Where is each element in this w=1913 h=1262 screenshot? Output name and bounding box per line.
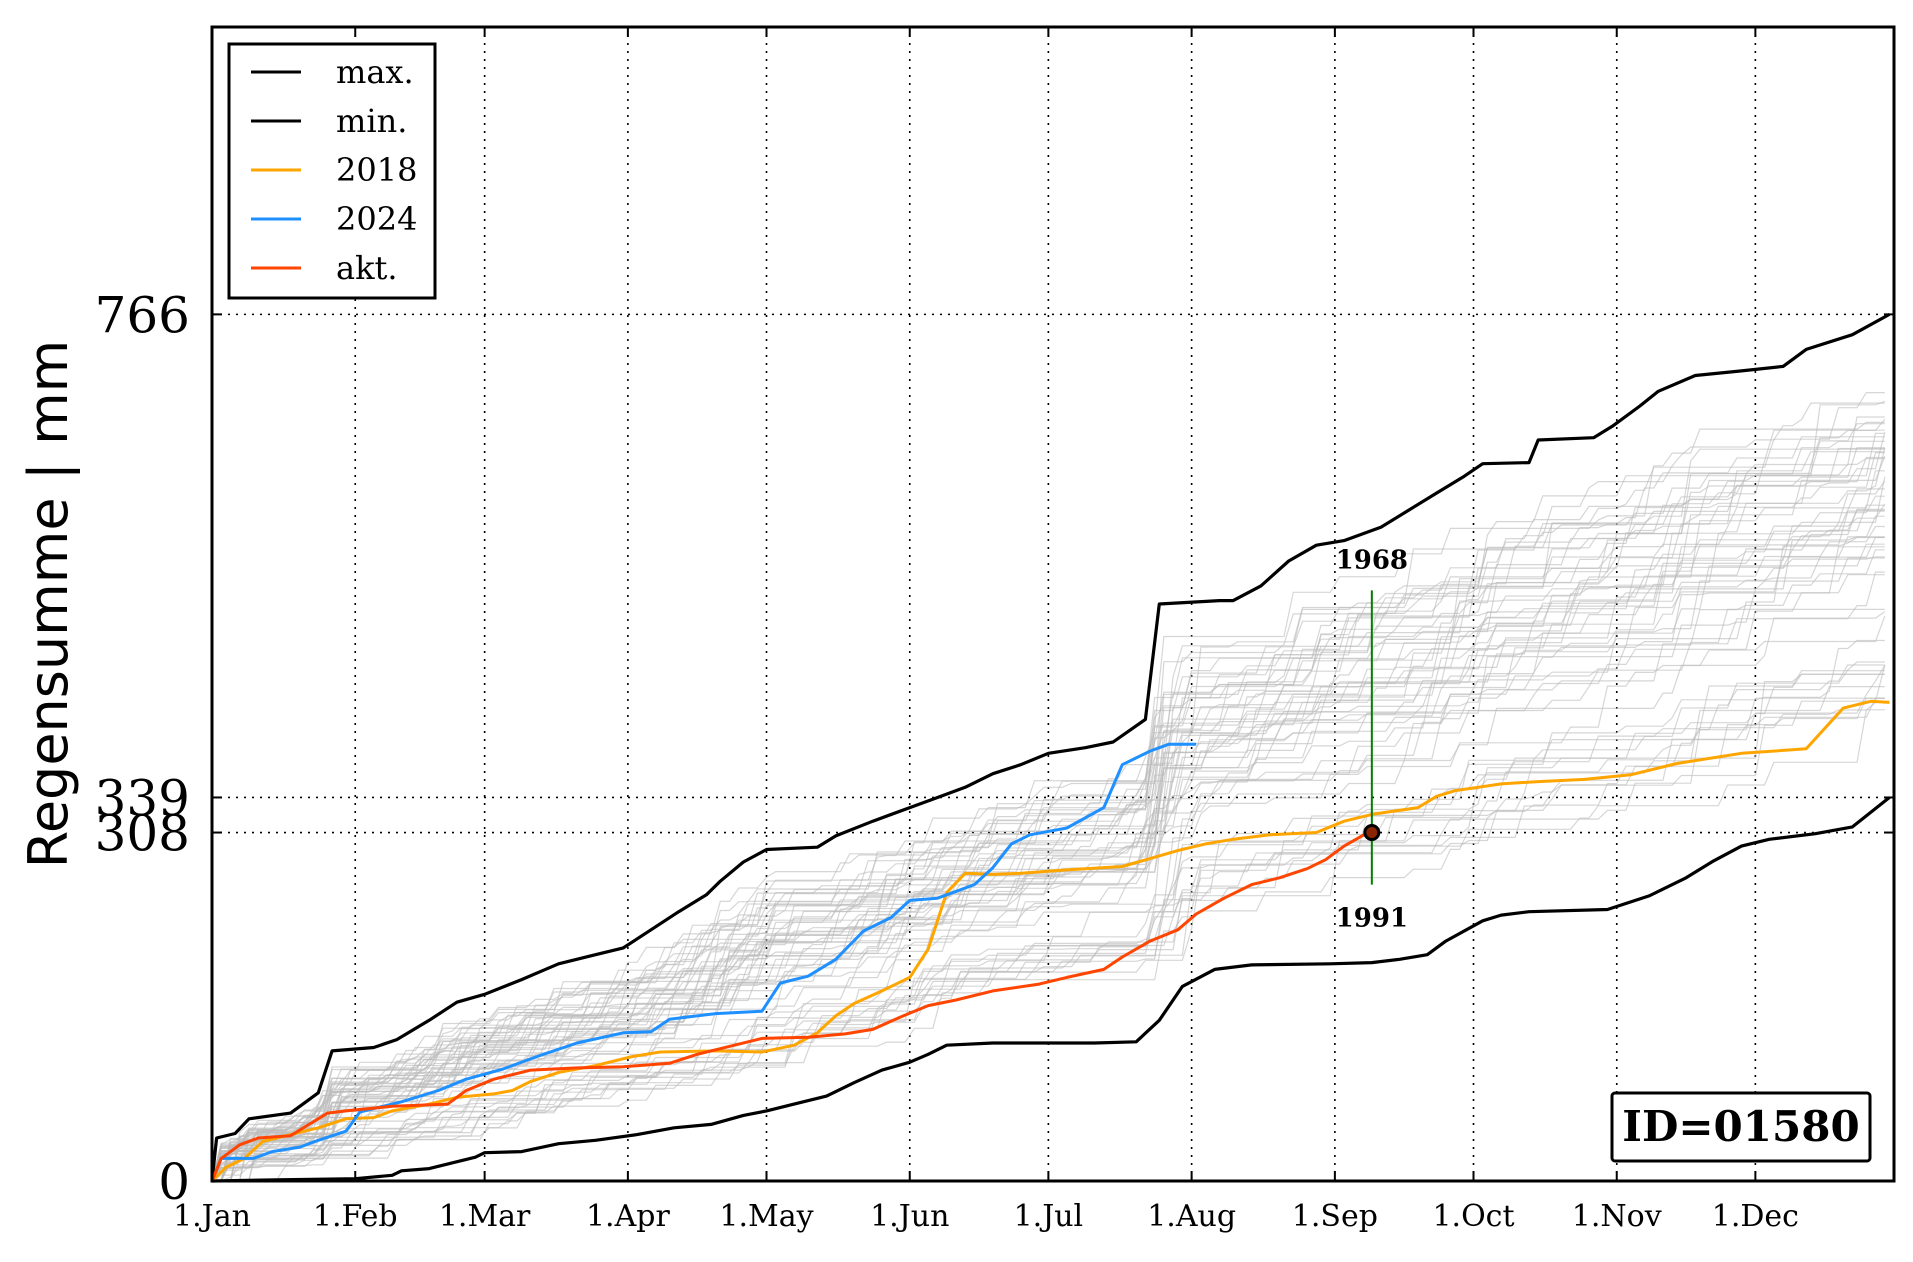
series-line-min — [211, 796, 1891, 1183]
historical-year-line — [211, 709, 1885, 1182]
x-tick-label: 1.Sep — [1292, 1199, 1378, 1234]
historical-year-line — [211, 685, 1885, 1182]
legend-label: max. — [336, 53, 414, 91]
legend: max. min. 2018 2024 akt. — [227, 42, 437, 300]
x-tick-label: 1.Jan — [173, 1199, 251, 1234]
historical-year-line — [211, 488, 1885, 1182]
legend-label: 2024 — [336, 200, 417, 238]
historical-years-lines — [211, 392, 1886, 1182]
x-tick-label: 1.May — [719, 1199, 813, 1234]
y-tick-label: 0 — [158, 1153, 190, 1211]
y-axis-label: Regensumme | mm — [17, 340, 80, 869]
x-tick-label: 1.Aug — [1147, 1199, 1236, 1234]
annotation-year: 1968 — [1336, 545, 1408, 575]
historical-year-line — [211, 402, 1885, 1182]
historical-year-line — [211, 574, 1885, 1182]
historical-year-line — [211, 615, 1886, 1182]
current-value-marker — [1363, 824, 1381, 842]
x-tick-label: 1.Dec — [1712, 1199, 1799, 1234]
historical-year-line — [211, 429, 1885, 1182]
series-line-akt — [210, 828, 1373, 1182]
historical-year-line — [211, 661, 1885, 1182]
series-line-2024 — [210, 742, 1197, 1182]
x-tick-label: 1.Mar — [439, 1199, 531, 1234]
x-tick-label: 1.Oct — [1432, 1199, 1514, 1234]
historical-year-line — [211, 536, 1885, 1182]
historical-year-line — [211, 480, 1886, 1182]
x-tick-label: 1.Jun — [870, 1199, 949, 1234]
historical-year-line — [211, 451, 1885, 1182]
legend-label: min. — [336, 102, 407, 140]
annotation-year: 1991 — [1336, 904, 1408, 934]
reference-hlines — [212, 313, 1894, 834]
historical-year-line — [211, 556, 1885, 1182]
historical-year-line — [211, 664, 1885, 1182]
y-tick-label: 766 — [95, 286, 190, 344]
legend-label: akt. — [336, 249, 398, 287]
y-tick-label: 339 — [95, 769, 190, 827]
current-value-dot — [1363, 824, 1381, 842]
historical-year-line — [211, 447, 1885, 1182]
historical-year-line — [211, 670, 1885, 1182]
historical-year-line — [211, 458, 1885, 1182]
historical-year-line — [211, 673, 1885, 1182]
x-tick-label: 1.Nov — [1572, 1199, 1662, 1234]
series-lines — [210, 312, 1891, 1183]
series-line-max — [210, 312, 1891, 1182]
x-tick-label: 1.Jul — [1014, 1199, 1084, 1234]
legend-label: 2018 — [336, 151, 417, 189]
historical-year-line — [211, 697, 1885, 1182]
historical-year-line — [211, 452, 1885, 1182]
historical-year-line — [211, 611, 1886, 1182]
plot-frame — [210, 25, 1896, 1183]
historical-year-line — [211, 536, 1885, 1182]
x-axis-ticks: 1.Jan 1.Feb 1.Mar 1.Apr 1.May 1.Jun 1.Jul 1.Aug… — [173, 27, 1799, 1234]
historical-year-line — [211, 546, 1885, 1182]
historical-year-line — [211, 470, 1885, 1182]
x-tick-label: 1.Feb — [313, 1199, 398, 1234]
historical-year-line — [211, 448, 1885, 1182]
historical-year-line — [211, 503, 1886, 1182]
historical-year-line — [211, 504, 1885, 1182]
y-tick-label: 308 — [95, 805, 190, 863]
historical-year-line — [211, 495, 1885, 1182]
year-annotations: 1968 1991 — [1336, 545, 1408, 933]
grid-lines — [354, 27, 1757, 1181]
historical-year-line — [211, 701, 1885, 1182]
id-box-label: ID=01580 — [1622, 1102, 1859, 1151]
historical-year-line — [211, 421, 1885, 1182]
x-tick-label: 1.Apr — [586, 1199, 670, 1234]
historical-year-line — [211, 557, 1885, 1182]
id-box: ID=01580 — [1610, 1091, 1872, 1163]
